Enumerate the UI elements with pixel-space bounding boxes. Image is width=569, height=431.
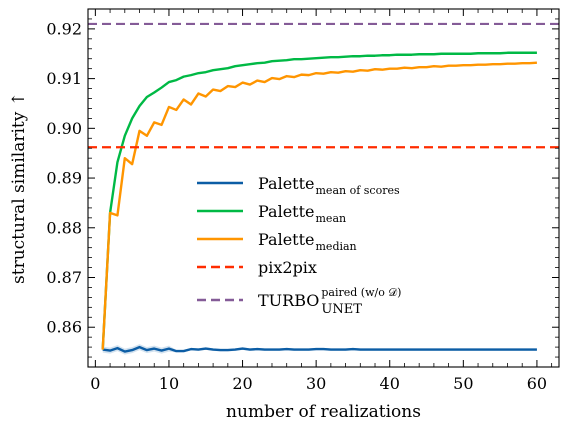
y-tick-label: 0.92 bbox=[46, 19, 82, 38]
plot-area bbox=[88, 22, 559, 355]
legend: Palettemean of scores Palettemean Palettem… bbox=[197, 174, 401, 317]
x-tick-label: 30 bbox=[306, 374, 326, 393]
legend-label-turbo: TURBO paired (w/o 𝒟) UNET bbox=[258, 286, 401, 317]
y-tick-label: 0.87 bbox=[46, 268, 82, 287]
y-tick-label: 0.90 bbox=[46, 119, 82, 138]
legend-label-pix2pix: pix2pix bbox=[258, 258, 317, 277]
x-tick-label: 10 bbox=[159, 374, 179, 393]
series-line-mean bbox=[101, 51, 537, 350]
x-axis-title: number of realizations bbox=[226, 402, 421, 422]
x-tick-label: 20 bbox=[232, 374, 252, 393]
y-tick-label: 0.91 bbox=[46, 69, 82, 88]
axes: 0 10 20 30 40 50 60 0.86 0.87 0.88 0.89 0.90 0.91 0.9… bbox=[9, 8, 560, 422]
x-tick-label: 0 bbox=[90, 374, 100, 393]
x-tick-label: 50 bbox=[453, 374, 473, 393]
x-tick-label: 60 bbox=[527, 374, 547, 393]
series-line-median bbox=[101, 61, 538, 350]
y-axis-title: structural similarity ↑ bbox=[9, 92, 29, 284]
y-tick-label: 0.86 bbox=[46, 318, 82, 337]
legend-label-mean_of_scores: Palettemean of scores bbox=[258, 174, 400, 197]
legend-label-median: Palettemedian bbox=[258, 230, 357, 253]
y-tick-label: 0.88 bbox=[46, 218, 82, 237]
y-tick-label: 0.89 bbox=[46, 169, 82, 188]
legend-label-mean: Palettemean bbox=[258, 202, 346, 225]
x-tick-label: 40 bbox=[380, 374, 400, 393]
series-line-mean_of_scores bbox=[102, 345, 537, 353]
